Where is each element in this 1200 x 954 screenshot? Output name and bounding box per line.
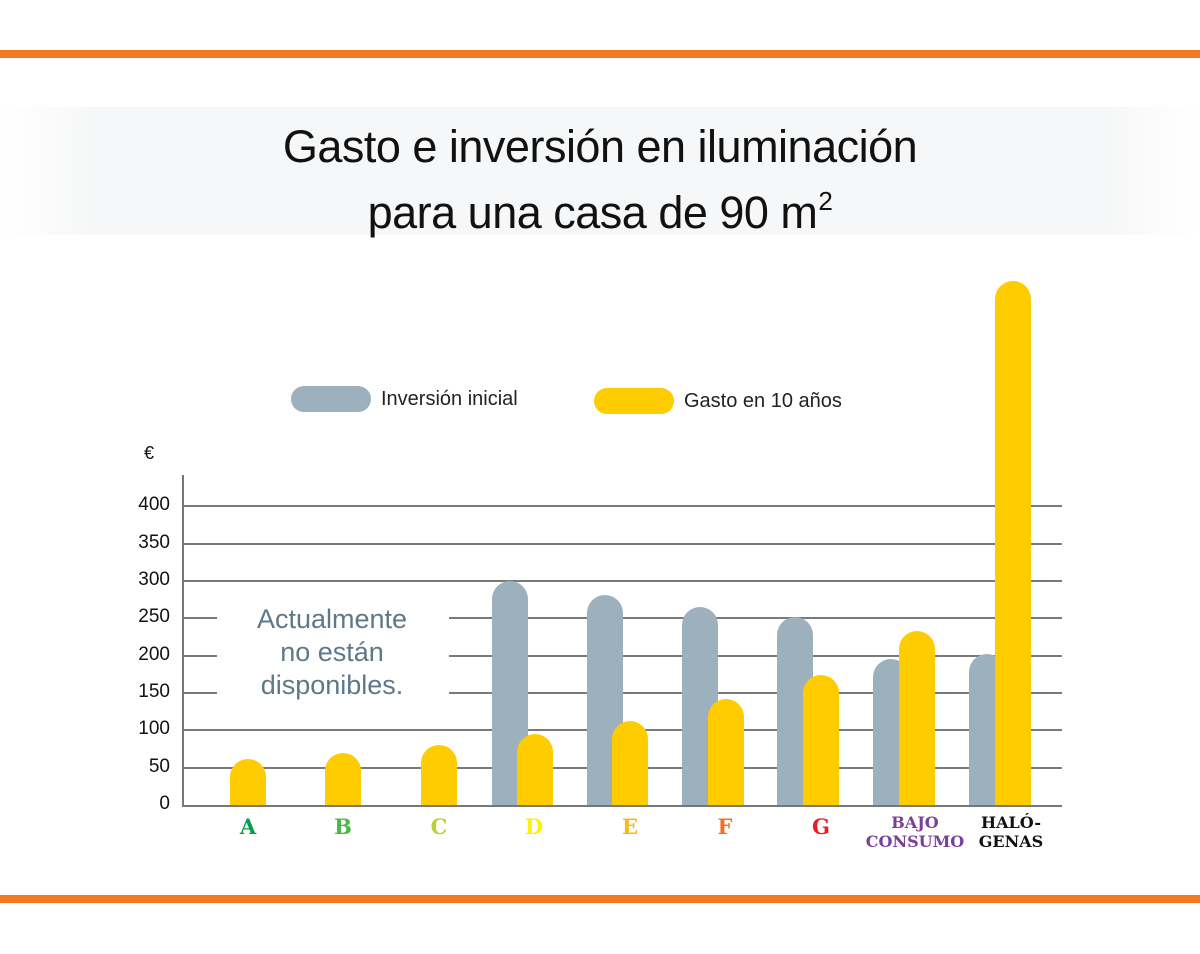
y-tick-200: 200 <box>138 644 170 665</box>
title-line-1: Gasto e inversión en iluminación <box>282 121 918 172</box>
legend-swatch-gray <box>291 386 371 412</box>
title-band <box>0 107 1200 235</box>
y-tick-400: 400 <box>138 494 170 515</box>
legend-gasto: Gasto en 10 años <box>594 388 842 414</box>
legend-label: Inversión inicial <box>381 387 518 410</box>
bottom-accent-rule <box>0 895 1200 903</box>
gridline-400 <box>184 505 1062 507</box>
x-label-a: A <box>239 814 257 839</box>
bar-gasto-a <box>230 759 266 805</box>
x-label-halogenas: HALÓ- GENAS <box>978 813 1044 851</box>
y-tick-250: 250 <box>138 606 170 627</box>
bar-gasto-bajo-consumo <box>899 631 935 805</box>
x-axis <box>182 805 1062 807</box>
bar-gasto-halogenas <box>995 281 1031 805</box>
y-tick-350: 350 <box>138 532 170 553</box>
bar-gasto-d <box>517 734 553 805</box>
bar-gasto-e <box>612 721 648 805</box>
gridline-150 <box>449 692 1062 694</box>
x-label-c: C <box>430 814 448 839</box>
title-line-2: para una casa de 90 m2 <box>367 186 833 238</box>
legend-swatch-yellow <box>594 388 674 414</box>
gridline-300 <box>184 580 1062 582</box>
y-tick-100: 100 <box>138 718 170 739</box>
y-tick-300: 300 <box>138 569 170 590</box>
gridline-150 <box>184 692 217 694</box>
x-label-e: E <box>621 814 638 839</box>
gridline-250 <box>184 617 217 619</box>
gridline-200 <box>184 655 217 657</box>
x-label-bajo-consumo: BAJO CONSUMO <box>865 813 965 851</box>
bar-gasto-g <box>803 675 839 805</box>
y-tick-50: 50 <box>148 756 170 777</box>
x-label-b: B <box>334 814 352 839</box>
gridline-200 <box>449 655 1062 657</box>
bar-gasto-c <box>421 745 457 805</box>
top-accent-rule <box>0 50 1200 58</box>
legend-label: Gasto en 10 años <box>684 389 842 412</box>
bar-gasto-f <box>708 699 744 805</box>
y-tick-150: 150 <box>138 681 170 702</box>
gridline-350 <box>184 543 1062 545</box>
x-label-g: G <box>812 814 830 839</box>
y-axis <box>182 475 184 806</box>
gridline-250 <box>449 617 1062 619</box>
legend-inversion: Inversión inicial <box>291 386 518 412</box>
chart-title: Gasto e inversión en iluminación para un… <box>0 120 1200 240</box>
bar-gasto-b <box>325 753 361 805</box>
y-axis-unit: € <box>144 443 155 463</box>
unavailable-note: Actualmente no están disponibles. <box>256 604 408 700</box>
x-label-d: D <box>524 814 544 839</box>
x-label-f: F <box>717 814 733 839</box>
y-tick-0: 0 <box>159 793 170 814</box>
